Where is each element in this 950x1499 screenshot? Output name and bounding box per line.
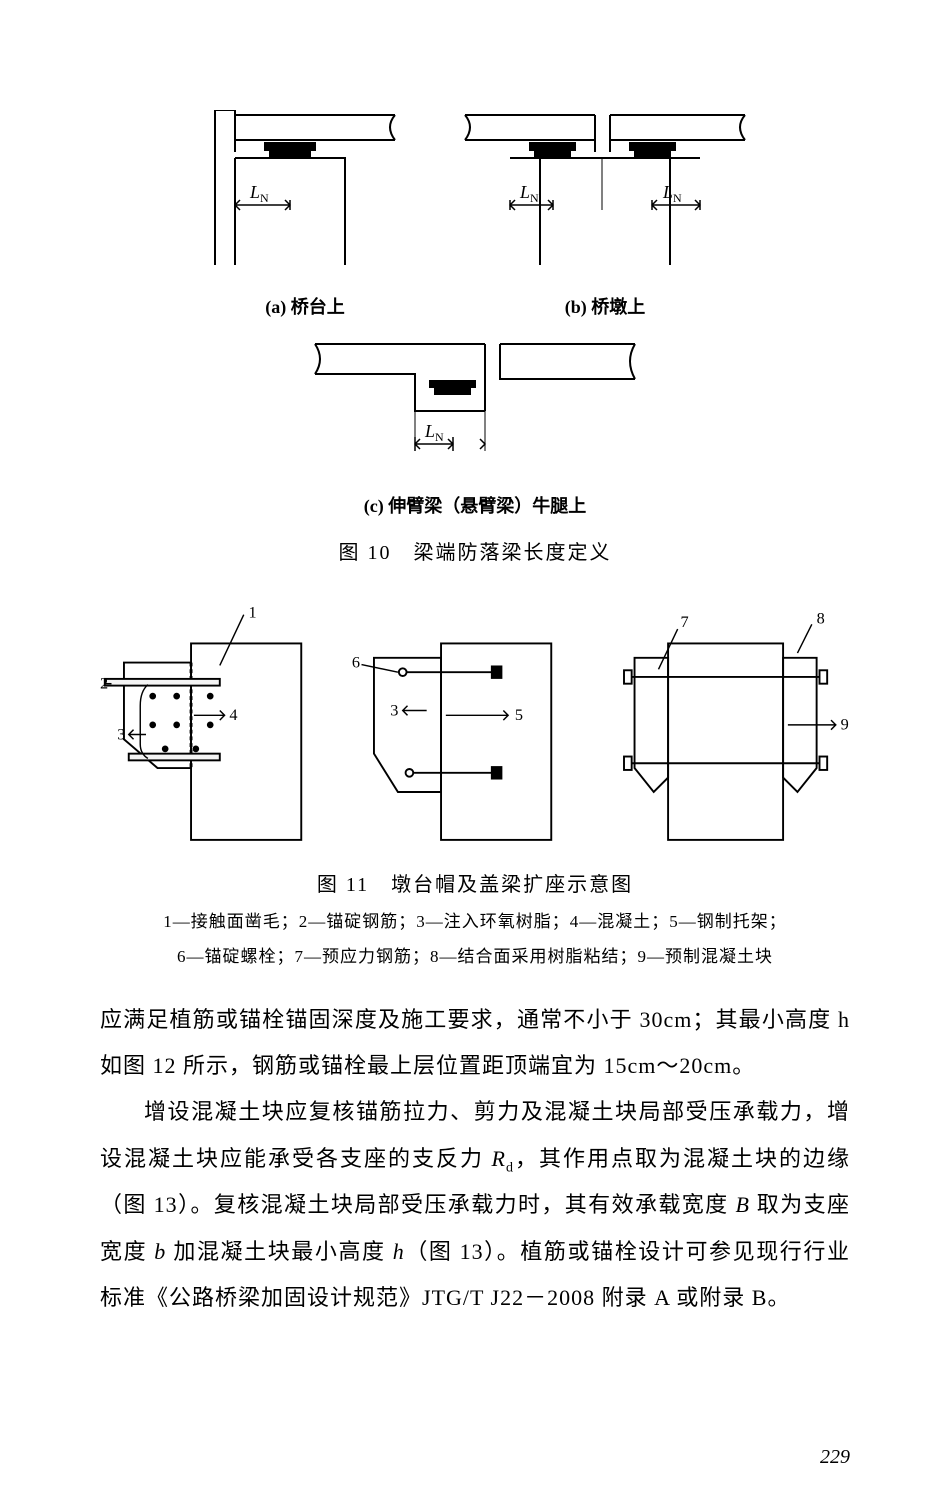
figure10-row-ab: L N (a) 桥台上: [0, 110, 950, 319]
svg-text:4: 4: [229, 705, 237, 724]
svg-text:1: 1: [249, 603, 257, 622]
svg-text:3: 3: [117, 724, 125, 743]
para2-bb: b: [154, 1239, 166, 1264]
figure10-c-caption: (c) 伸臂梁（悬臂梁）牛腿上: [305, 492, 645, 518]
figure10-a-caption: (a) 桥台上: [195, 293, 415, 319]
svg-text:3: 3: [391, 700, 399, 719]
para2-seg-d: 加混凝土块最小高度: [166, 1239, 392, 1264]
figure10-b-svg: L N L N: [455, 110, 755, 280]
svg-text:L: L: [249, 182, 260, 202]
para1-text: 应满足植筋或锚栓锚固深度及施工要求，通常不小于 30cm；其最小高度 h 如图 …: [100, 1007, 850, 1078]
page-number: 229: [820, 1446, 850, 1469]
body-text: 应满足植筋或锚栓锚固深度及施工要求，通常不小于 30cm；其最小高度 h 如图 …: [0, 997, 950, 1321]
svg-text:L: L: [519, 182, 530, 202]
svg-text:L: L: [424, 421, 435, 441]
figure10-c: L N (c) 伸臂梁（悬臂梁）牛腿上: [305, 329, 645, 518]
svg-text:9: 9: [840, 715, 848, 734]
figure11-legend2: 6—锚碇螺栓；7—预应力钢筋；8—结合面采用树脂粘结；9—预制混凝土块: [0, 942, 950, 967]
para1: 应满足植筋或锚栓锚固深度及施工要求，通常不小于 30cm；其最小高度 h 如图 …: [100, 997, 850, 1089]
svg-text:N: N: [435, 430, 444, 444]
svg-text:7: 7: [680, 612, 688, 631]
para2-B: B: [735, 1192, 749, 1217]
figure10-a-svg: L N: [195, 110, 415, 280]
para2: 增设混凝土块应复核锚筋拉力、剪力及混凝土块局部受压承载力，增设混凝土块应能承受各…: [100, 1089, 850, 1321]
svg-text:8: 8: [816, 608, 824, 627]
figure10-b: L N L N (b) 桥墩上: [455, 110, 755, 319]
figure10-b-caption: (b) 桥墩上: [455, 293, 755, 319]
figure11-b-svg: 6 3 5: [350, 595, 570, 850]
figure10-c-svg: L N: [305, 329, 645, 479]
figure11-caption: 图 11 墩台帽及盖梁扩座示意图: [0, 868, 950, 897]
figure10-a: L N (a) 桥台上: [195, 110, 415, 319]
svg-text:2: 2: [100, 673, 108, 692]
svg-text:N: N: [530, 191, 539, 205]
figure11-legend1: 1—接触面凿毛；2—锚碇钢筋；3—注入环氧树脂；4—混凝土；5—钢制托架；: [0, 907, 950, 932]
figure10-row-c: L N (c) 伸臂梁（悬臂梁）牛腿上: [0, 329, 950, 518]
svg-text:N: N: [260, 191, 269, 205]
figure10-caption: 图 10 梁端防落梁长度定义: [0, 536, 950, 565]
figure11-c-svg: 7 8 9: [601, 595, 850, 850]
para2-d: d: [506, 1160, 514, 1175]
svg-text:6: 6: [352, 652, 360, 671]
svg-text:N: N: [673, 191, 682, 205]
svg-text:5: 5: [515, 705, 523, 724]
para2-R: R: [492, 1146, 506, 1171]
figure11-row: 1 2 3 4 6 3 5: [0, 595, 950, 850]
figure11-a-svg: 1 2 3 4: [100, 595, 320, 850]
svg-text:L: L: [662, 182, 673, 202]
para2-h: h: [393, 1239, 405, 1264]
